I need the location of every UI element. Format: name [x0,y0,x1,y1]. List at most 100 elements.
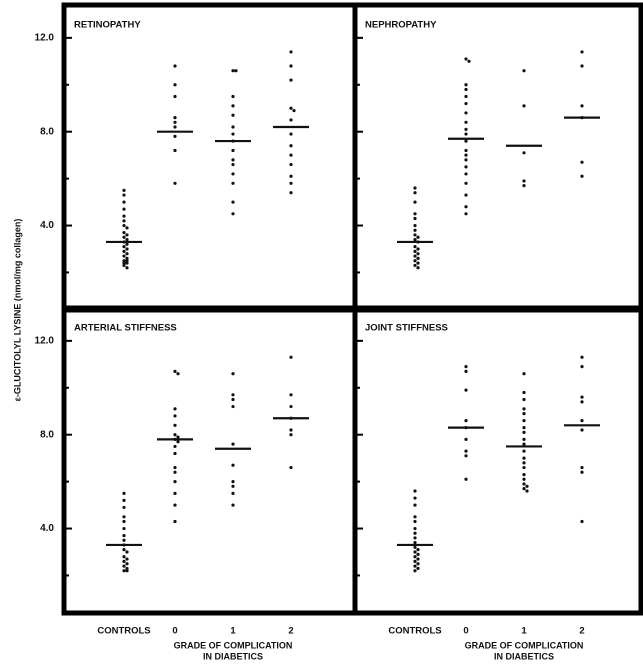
data-dot [125,242,129,246]
data-dot [234,69,238,73]
data-dot [125,259,129,263]
x-tick-label: CONTROLS [388,626,441,637]
y-tick-label: 12.0 [35,32,55,43]
data-dot [413,212,417,216]
data-dot [413,259,417,263]
data-dot [413,228,417,232]
data-dot [464,369,468,373]
data-dot [289,153,293,157]
data-dot [289,191,293,195]
x-tick-label: 0 [172,626,177,637]
data-dot [464,365,468,369]
data-dot [522,397,526,402]
data-dot [173,83,177,87]
data-dot [122,569,126,573]
panel-frame [352,305,643,616]
data-dot [413,223,417,228]
data-dot [522,419,526,423]
data-dot [173,148,177,153]
data-dot [173,120,177,124]
data-dot [122,261,126,265]
data-dot [416,247,420,251]
data-dot [231,404,235,409]
data-dot [122,219,126,223]
data-dot [413,559,417,563]
data-dot [416,252,420,256]
data-dot [173,407,177,411]
data-dot [416,566,420,571]
data-dot [464,449,468,453]
data-dot [231,172,235,176]
data-dot [464,158,468,162]
data-dot [522,487,526,491]
data-dot [580,419,584,423]
data-dot [416,552,420,556]
data-dot [289,162,293,167]
data-dot [580,174,584,178]
data-dot [467,59,471,63]
data-dot [522,437,526,441]
data-dot [413,550,417,554]
data-dot [413,254,417,258]
data-dot [176,372,180,376]
data-dot [522,461,526,465]
data-dot [413,526,417,531]
panel-title: ARTERIAL STIFFNESS [74,323,177,334]
data-dot [464,477,468,481]
data-dot [122,533,126,538]
data-dot [231,125,235,129]
data-dot [125,238,129,242]
data-dot [289,404,293,409]
data-dot [173,470,177,474]
data-dot [122,254,126,258]
data-dot [413,515,417,519]
data-dot [173,451,177,456]
x-tick-label: 1 [230,626,236,637]
data-dot [522,69,526,73]
data-dot [413,186,417,190]
data-dot [413,519,417,524]
data-dot [522,407,526,411]
data-dot [525,489,529,493]
data-dot [464,111,468,115]
data-dot [125,569,129,573]
data-dot [522,472,526,477]
data-dot [289,106,293,110]
data-dot [413,238,417,242]
data-dot [522,449,526,453]
data-dot [173,414,177,418]
data-dot [580,428,584,432]
data-dot [580,465,584,470]
data-dot [176,435,180,439]
data-dot [122,526,126,531]
data-dot [289,433,293,437]
data-dot [464,153,468,157]
data-dot [292,108,296,113]
data-dot [122,491,126,495]
data-dot [125,566,129,571]
y-tick-label: 4.0 [40,220,54,231]
data-dot [413,489,417,493]
panel-frame [352,2,643,313]
data-dot [413,216,417,221]
data-dot [125,252,129,256]
data-dot [522,430,526,434]
data-dot [122,249,126,253]
data-dot [580,470,584,474]
data-dot [464,87,468,92]
data-dot [580,160,584,164]
data-dot [176,440,180,444]
data-dot [122,245,126,249]
x-tick-label: 0 [463,626,468,637]
data-dot [173,465,177,470]
data-dot [231,397,235,402]
data-dot [122,230,126,235]
data-dot [522,426,526,430]
data-dot [413,249,417,253]
panel-frame [61,305,358,616]
data-dot [416,261,420,265]
y-tick-label: 8.0 [40,429,54,440]
data-dot [231,69,235,73]
data-dot [522,390,526,395]
data-dot [413,263,417,268]
